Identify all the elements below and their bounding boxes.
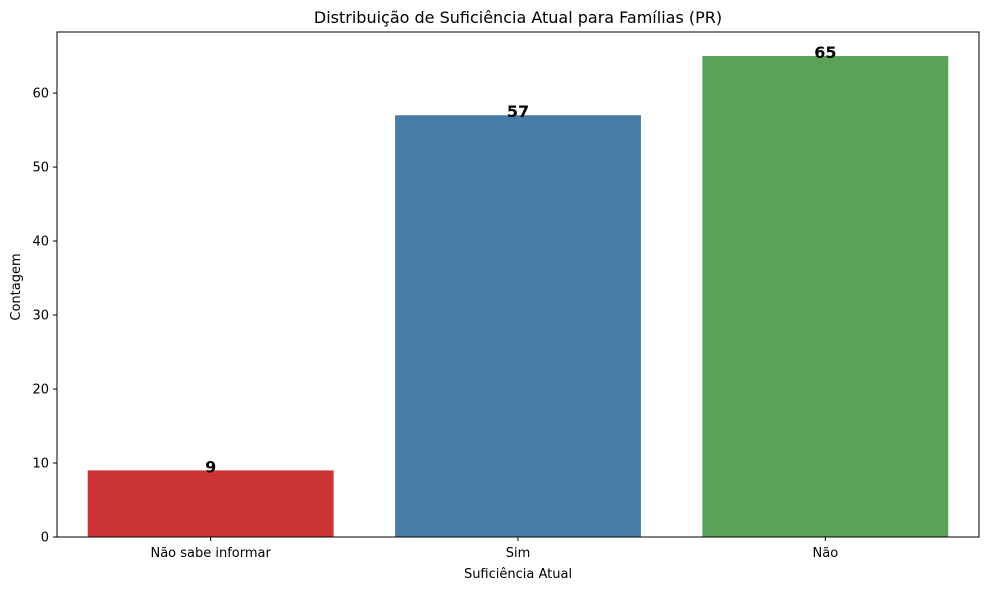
- data-label-2: 65: [814, 43, 836, 62]
- data-labels-layer: 9 57 65: [205, 43, 836, 476]
- data-label-0: 9: [205, 457, 216, 476]
- x-tick-label-0: Não sabe informar: [150, 546, 271, 561]
- y-tick-label-0: 0: [41, 531, 49, 546]
- bar-2: [702, 56, 949, 538]
- y-axis: 0 10 20 30 40 50 60: [32, 87, 57, 546]
- plot-frame: [56, 31, 980, 538]
- x-axis-label: Suficiência Atual: [464, 567, 572, 582]
- y-tick-label-1: 10: [32, 457, 49, 472]
- chart-title: Distribuição de Suficiência Atual para F…: [314, 8, 722, 27]
- y-tick-label-4: 40: [32, 235, 49, 250]
- bar-0: [87, 470, 334, 537]
- y-tick-label-5: 50: [32, 161, 49, 176]
- x-tick-label-1: Sim: [506, 546, 531, 561]
- x-axis: Não sabe informar Sim Não: [150, 537, 838, 561]
- data-label-1: 57: [507, 102, 529, 121]
- y-tick-label-3: 30: [32, 309, 49, 324]
- y-tick-label-6: 60: [32, 87, 49, 102]
- y-axis-label: Contagem: [9, 253, 24, 320]
- y-tick-label-2: 20: [32, 383, 49, 398]
- bars-layer: [87, 56, 949, 538]
- bar-1: [395, 115, 641, 537]
- x-tick-label-2: Não: [813, 546, 839, 561]
